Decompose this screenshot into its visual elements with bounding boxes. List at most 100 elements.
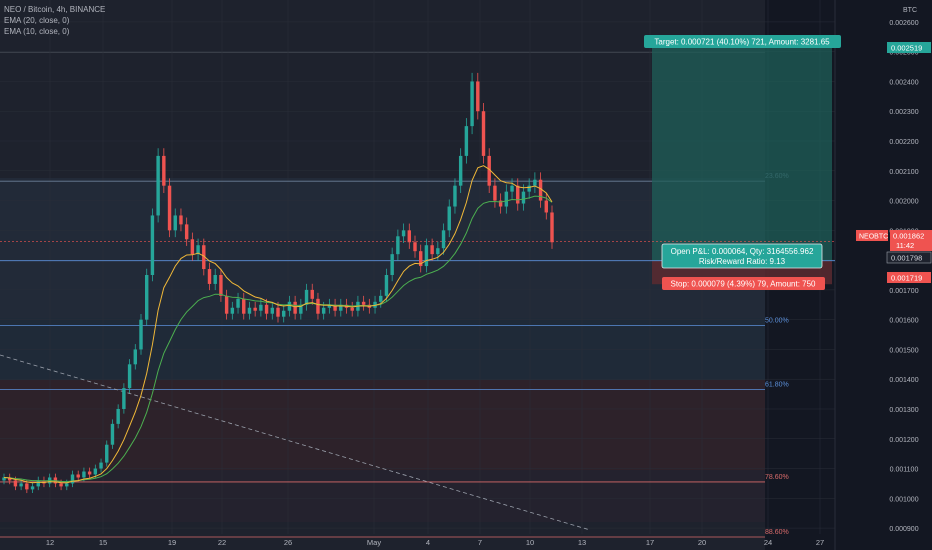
candle-body [504, 191, 509, 207]
candle-body [396, 236, 400, 255]
symbol-title[interactable]: NEO / Bitcoin, 4h, BINANCE [4, 5, 106, 14]
candle-body [65, 483, 69, 487]
trend-line[interactable] [0, 354, 591, 531]
price-tick: 0.002500 [889, 50, 918, 57]
candle-body [19, 483, 23, 487]
svg-text:11:42: 11:42 [896, 241, 914, 250]
candle-body [264, 304, 269, 314]
fib-band-lower [0, 470, 765, 522]
candle-body [333, 304, 337, 311]
candle-body [401, 230, 406, 237]
candle-body [316, 298, 320, 314]
currency-label: BTC [903, 7, 917, 14]
price-tick: 0.002100 [889, 169, 918, 176]
candle-body [156, 155, 160, 216]
candle-body [87, 471, 92, 475]
candle-body [441, 230, 446, 249]
candle-body [430, 245, 434, 255]
chart-legend: NEO / Bitcoin, 4h, BINANCE EMA (20, clos… [4, 4, 105, 37]
candle-body [516, 185, 520, 204]
ema10-legend[interactable]: EMA (10, close, 0) [4, 27, 70, 36]
candle-body [179, 215, 183, 225]
svg-text:0.001862: 0.001862 [893, 232, 924, 241]
ema20-legend[interactable]: EMA (20, close, 0) [4, 16, 70, 25]
candle-body [30, 486, 35, 490]
date-tick: 19 [168, 538, 176, 547]
candle-body [447, 206, 451, 231]
candle-body [127, 364, 132, 389]
price-tick: 0.001100 [890, 467, 919, 474]
fib-band-mid [0, 318, 765, 380]
date-tick: 13 [578, 538, 586, 547]
target-zone[interactable] [652, 46, 832, 261]
price-tick: 0.002600 [889, 20, 918, 27]
date-tick: 7 [478, 538, 482, 547]
candle-body [287, 301, 292, 311]
fib-label: 88.60% [765, 529, 789, 536]
date-tick: 15 [99, 538, 107, 547]
candle-body [270, 307, 275, 314]
fib-label: 50.00% [765, 318, 789, 325]
candle-body [59, 483, 63, 487]
target-label[interactable]: Target: 0.000721 (40.10%) 721, Amount: 3… [644, 35, 841, 48]
fib-label: 78.60% [765, 474, 789, 481]
stop-label[interactable]: Stop: 0.000079 (4.39%) 79, Amount: 750 [662, 277, 825, 290]
candle-body [230, 307, 235, 314]
candle-body [498, 200, 503, 207]
price-tick: 0.001400 [889, 377, 918, 384]
svg-text:Risk/Reward Ratio: 9.13: Risk/Reward Ratio: 9.13 [699, 257, 786, 266]
candle-body [207, 269, 212, 284]
svg-text:0.001719: 0.001719 [891, 274, 922, 283]
svg-text:Open P&L: 0.000064, Qty: 31645: Open P&L: 0.000064, Qty: 3164556.962 [671, 247, 814, 256]
candle-body [242, 298, 246, 314]
candle-body [327, 304, 332, 308]
date-tick: May [367, 538, 381, 547]
candle-body [184, 224, 189, 240]
candle-body [361, 301, 366, 305]
candle-body [25, 483, 29, 490]
candle-body [259, 304, 263, 311]
date-tick: 22 [218, 538, 226, 547]
candle-body [150, 215, 155, 275]
date-ticks: 12 15 19 22 26 May 4 7 10 13 17 20 24 27 [46, 538, 824, 547]
symbol-price-badge: NEOBTC 0.001862 11:42 [856, 230, 932, 251]
date-tick: 12 [46, 538, 54, 547]
candle-body [304, 289, 309, 305]
candle-body [407, 230, 412, 243]
candle-body [418, 251, 423, 267]
price-tick: 0.001000 [889, 496, 918, 503]
fib-band-upper [0, 178, 765, 318]
candle-body [196, 245, 200, 255]
candle-body [139, 319, 143, 350]
candle-body [190, 239, 195, 255]
candle-body [70, 474, 75, 484]
candle-body [390, 254, 394, 275]
price-tick: 0.000900 [889, 526, 918, 533]
price-tick: 0.002300 [889, 109, 918, 116]
date-tick: 17 [646, 538, 654, 547]
date-tick: 27 [816, 538, 824, 547]
candle-body [550, 212, 554, 243]
candle-body [510, 185, 514, 192]
candle-body [458, 155, 463, 186]
candle-body [93, 468, 98, 475]
target-price-badge: 0.002519 [887, 42, 931, 53]
ema10-line [3, 165, 553, 484]
candle-body [470, 81, 474, 127]
candle-body [76, 474, 80, 478]
date-tick: 20 [698, 538, 706, 547]
candle-body [162, 155, 166, 186]
candle-body [487, 155, 491, 186]
price-tick: 0.001300 [889, 407, 918, 414]
candle-body [299, 304, 303, 314]
date-tick: 10 [526, 538, 534, 547]
candle-body [122, 388, 126, 409]
candle-body [82, 471, 86, 478]
candle-body [99, 462, 103, 469]
candle-body [276, 307, 280, 317]
candle-body [213, 275, 217, 284]
candle-body [13, 480, 18, 487]
pnl-label[interactable]: Open P&L: 0.000064, Qty: 3164556.962 Ris… [661, 243, 823, 269]
